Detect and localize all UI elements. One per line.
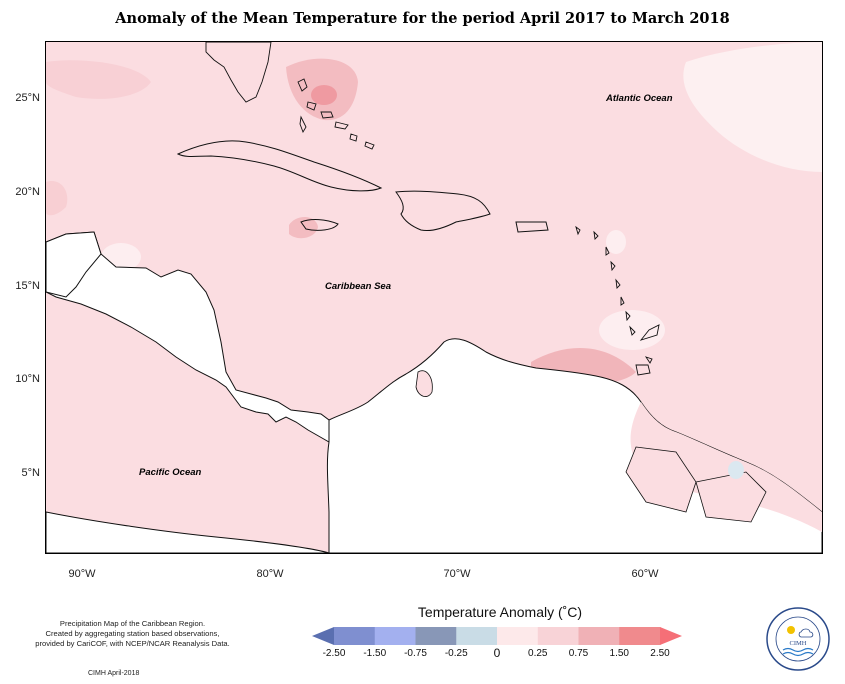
- sun-icon: [787, 626, 795, 634]
- lon-label: 80°W: [256, 568, 284, 580]
- legend-swatch: [456, 627, 498, 645]
- lon-label: 70°W: [443, 568, 471, 580]
- legend-colorbar: [312, 627, 682, 645]
- legend-title: Temperature Anomaly (˚C): [417, 604, 583, 620]
- map-svg: [46, 42, 822, 553]
- warm-anomaly-patch: [46, 181, 68, 216]
- lat-label: 25°N: [15, 92, 40, 104]
- lake-maracaibo: [415, 370, 433, 397]
- cimh-logo: CIMH: [766, 607, 830, 671]
- legend-swatch: [497, 627, 539, 645]
- lon-label: 90°W: [68, 568, 96, 580]
- warm-anomaly-patch: [46, 60, 151, 99]
- near-zero-anomaly-zone: [599, 310, 665, 350]
- guianas-anomaly-zone: [630, 402, 822, 532]
- legend-tick-label: 1.50: [609, 648, 629, 659]
- puerto-rico-coast: [515, 221, 549, 233]
- legend-swatch: [334, 627, 376, 645]
- legend-swatch: [578, 627, 620, 645]
- cuba-coast: [176, 140, 383, 192]
- lesser-antilles: [575, 225, 660, 364]
- yucatan-land: [46, 231, 102, 298]
- legend-swatch: [374, 627, 416, 645]
- legend-swatch: [415, 627, 457, 645]
- lat-label: 20°N: [15, 186, 40, 198]
- hispaniola-coast: [395, 190, 491, 231]
- lat-label: 10°N: [15, 373, 40, 385]
- legend-arrow-low: [312, 627, 334, 645]
- map-area[interactable]: [45, 41, 823, 554]
- legend-tick-label: 2.50: [650, 648, 670, 659]
- pacific-ocean-label: Pacific Ocean: [139, 467, 202, 478]
- bahamas-islands: [297, 78, 375, 150]
- wave-icon: [782, 651, 814, 657]
- high-anomaly-patch: [311, 85, 337, 105]
- lat-label: 15°N: [15, 280, 40, 292]
- near-zero-anomaly-zone: [606, 230, 626, 254]
- legend-tick-label: -0.25: [444, 648, 468, 659]
- credits-date: CIMH April-2018: [88, 670, 140, 677]
- credits-line: provided by CariCOF, with NCEP/NCAR Rean…: [35, 639, 230, 648]
- legend-tick-label: -2.50: [322, 648, 346, 659]
- jamaica-coast: [300, 219, 339, 231]
- cloud-icon: [798, 628, 814, 638]
- lon-label: 60°W: [631, 568, 659, 580]
- near-zero-anomaly-zone: [683, 42, 822, 172]
- cool-anomaly-spot: [728, 461, 744, 479]
- legend-tick-label: 0.75: [568, 648, 589, 659]
- warm-anomaly-patch: [289, 216, 318, 239]
- credits-block: Precipitation Map of the Caribbean Regio…: [20, 619, 245, 649]
- credits-line: Created by aggregating station based obs…: [45, 629, 220, 638]
- legend-tick-label: -0.75: [404, 648, 427, 659]
- legend-swatch: [537, 627, 579, 645]
- atlantic-ocean-label: Atlantic Ocean: [606, 93, 673, 104]
- logo-text: CIMH: [790, 640, 807, 647]
- florida-coast: [205, 42, 272, 103]
- caribbean-sea-label: Caribbean Sea: [325, 281, 391, 292]
- legend-tick-label: -1.50: [363, 648, 387, 659]
- legend-swatch: [619, 627, 661, 645]
- lat-label: 5°N: [21, 467, 40, 479]
- legend-tick-label: 0: [493, 646, 501, 660]
- trinidad-coast: [635, 364, 651, 376]
- guianas-border: [625, 446, 697, 513]
- wave-icon: [782, 647, 814, 653]
- legend-tick-label: 0.25: [528, 648, 548, 659]
- map-title: Anomaly of the Mean Temperature for the …: [115, 10, 730, 27]
- credits-line: Precipitation Map of the Caribbean Regio…: [59, 619, 206, 628]
- legend-arrow-high: [660, 627, 682, 645]
